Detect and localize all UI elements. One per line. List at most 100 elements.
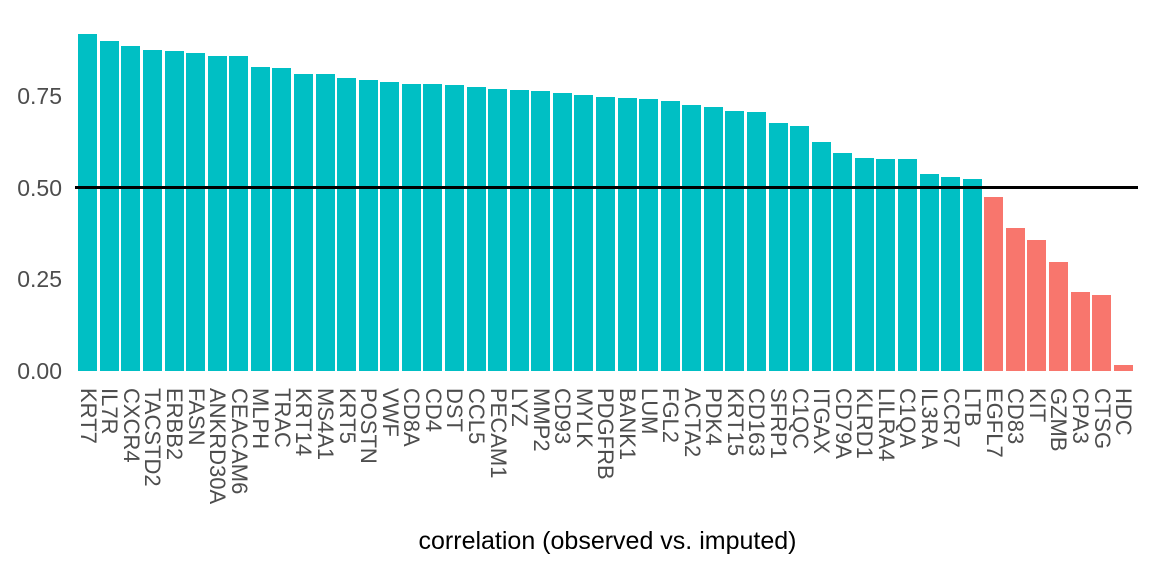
x-tick-label: ERBB2 xyxy=(162,388,188,461)
bar-CD163 xyxy=(746,112,766,371)
x-tick-label: MS4A1 xyxy=(313,388,339,461)
x-tick-label: PDK4 xyxy=(701,388,727,446)
bar-LUM xyxy=(639,99,659,371)
x-tick-label: POSTN xyxy=(356,388,382,464)
x-tick-label: MYLK xyxy=(571,388,597,448)
x-tick-label: LTB xyxy=(960,388,986,427)
bar-ITGAX xyxy=(811,142,831,371)
bar-LYZ xyxy=(509,90,529,371)
x-tick-label: CTSG xyxy=(1089,388,1115,450)
x-tick-label: CCL5 xyxy=(464,388,490,445)
y-tick-label: 0.25 xyxy=(17,266,62,293)
y-tick-label: 0.50 xyxy=(17,174,62,201)
bar-CXCR4 xyxy=(121,46,141,371)
x-tick-label: KRT14 xyxy=(291,388,317,457)
bar-CD83 xyxy=(1005,228,1025,371)
bar-ERBB2 xyxy=(164,51,184,371)
x-tick-label: CXCR4 xyxy=(118,388,144,463)
bar-CTSG xyxy=(1092,295,1112,371)
bar-KIT xyxy=(1027,240,1047,371)
x-tick-label: ACTA2 xyxy=(679,388,705,458)
x-tick-label: CEACAM6 xyxy=(226,388,252,495)
bar-KRT5 xyxy=(337,78,357,371)
bar-MYLK xyxy=(574,95,594,371)
bar-CD8A xyxy=(401,84,421,371)
bar-CCL5 xyxy=(466,87,486,371)
x-tick-label: KRT5 xyxy=(334,388,360,444)
x-tick-label: FASN xyxy=(183,388,209,446)
x-tick-label: DST xyxy=(442,388,468,432)
x-tick-label: PDGFRB xyxy=(593,388,619,480)
x-tick-label: CD83 xyxy=(1003,388,1029,445)
bar-VWF xyxy=(380,82,400,371)
x-tick-label: C1QA xyxy=(895,388,921,448)
bar-KRT7 xyxy=(78,34,98,371)
x-tick-label: HDC xyxy=(1111,388,1137,436)
bar-IL7R xyxy=(99,41,119,371)
x-tick-label: CD8A xyxy=(399,388,425,447)
x-tick-label: CD163 xyxy=(744,388,770,457)
bar-DST xyxy=(444,85,464,371)
bar-GZMB xyxy=(1048,262,1068,371)
bar-EGFL7 xyxy=(984,197,1004,371)
bar-CD4 xyxy=(423,84,443,371)
bar-IL3RA xyxy=(919,174,939,371)
bar-PDK4 xyxy=(703,107,723,371)
bar-FGL2 xyxy=(660,101,680,371)
x-tick-label: CCR7 xyxy=(938,388,964,448)
bar-PECAM1 xyxy=(488,89,508,371)
x-tick-label: KRT7 xyxy=(75,388,101,444)
x-tick-label: TACSTD2 xyxy=(140,388,166,487)
x-tick-label: GZMB xyxy=(1046,388,1072,452)
bar-SFRP1 xyxy=(768,123,788,371)
bar-KRT15 xyxy=(725,111,745,371)
x-tick-label: CPA3 xyxy=(1068,388,1093,444)
x-tick-label: KLRD1 xyxy=(852,388,878,459)
bar-CD79A xyxy=(833,153,853,371)
bar-MMP2 xyxy=(531,91,551,371)
bar-MS4A1 xyxy=(315,74,335,371)
bar-C1QC xyxy=(790,126,810,371)
x-tick-label: VWF xyxy=(377,388,403,437)
x-axis-title: correlation (observed vs. imputed) xyxy=(418,527,797,555)
x-tick-label: LUM xyxy=(636,388,662,435)
bar-ACTA2 xyxy=(682,105,702,371)
x-tick-label: CD79A xyxy=(830,388,856,459)
x-tick-label: LYZ xyxy=(507,388,533,427)
x-tick-label: LILRA4 xyxy=(873,388,899,462)
x-tick-label: EGFL7 xyxy=(981,388,1007,458)
x-tick-label: IL7R xyxy=(97,388,123,435)
bar-HDC xyxy=(1113,365,1133,371)
x-tick-label: ITGAX xyxy=(809,388,835,455)
bar-ANKRD30A xyxy=(207,56,227,371)
y-tick-label: 0.00 xyxy=(17,358,62,384)
x-tick-label: CD93 xyxy=(550,388,576,445)
bar-LILRA4 xyxy=(876,159,896,371)
bar-FASN xyxy=(186,53,206,371)
bar-MLPH xyxy=(250,67,270,371)
bar-KLRD1 xyxy=(854,158,874,371)
bar-CCR7 xyxy=(941,177,961,371)
x-tick-label: CD4 xyxy=(420,388,446,433)
bar-C1QA xyxy=(897,159,917,371)
bar-KRT14 xyxy=(293,74,313,371)
x-tick-label: C1QC xyxy=(787,388,813,450)
x-tick-label: TRAC xyxy=(269,388,295,448)
threshold-line xyxy=(75,186,1138,189)
bar-PDGFRB xyxy=(595,97,615,371)
y-tick-label: 0.75 xyxy=(17,82,62,109)
x-tick-label: ANKRD30A xyxy=(205,388,231,505)
bar-TACSTD2 xyxy=(142,50,162,371)
bar-CEACAM6 xyxy=(229,56,249,371)
x-tick-label: SFRP1 xyxy=(766,388,792,459)
x-tick-label: MMP2 xyxy=(528,388,554,452)
x-tick-label: PECAM1 xyxy=(485,388,511,479)
bar-CPA3 xyxy=(1070,292,1090,371)
x-tick-label: KRT15 xyxy=(722,388,748,457)
bar-LTB xyxy=(962,179,982,371)
x-tick-label: FGL2 xyxy=(658,388,684,444)
bar-CD93 xyxy=(552,93,572,371)
bar-BANK1 xyxy=(617,98,637,371)
x-tick-label: MLPH xyxy=(248,388,274,450)
bar-POSTN xyxy=(358,80,378,371)
